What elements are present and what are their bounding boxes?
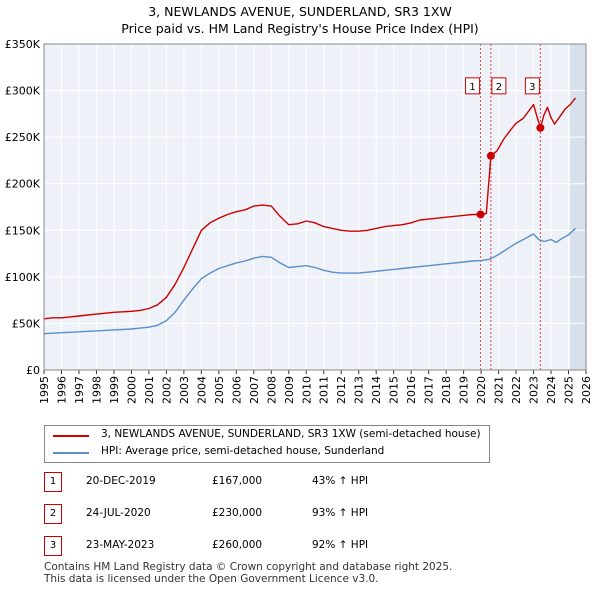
sale-point — [476, 210, 485, 219]
x-tick-label: 1996 — [55, 376, 68, 404]
chart-title: 3, NEWLANDS AVENUE, SUNDERLAND, SR3 1XW — [148, 4, 452, 19]
x-tick-label: 2013 — [353, 376, 366, 404]
sale-marker-label: 1 — [469, 82, 475, 93]
x-tick-label: 2023 — [528, 376, 541, 404]
y-tick-label: £300K — [5, 85, 41, 98]
x-tick-label: 1995 — [38, 376, 51, 404]
sale-marker-label: 3 — [529, 82, 535, 93]
x-tick-label: 2024 — [545, 376, 558, 404]
series-line — [43, 227, 576, 335]
sale-badge: 1 — [44, 472, 62, 492]
x-tick-label: 2007 — [248, 376, 261, 404]
legend: 3, NEWLANDS AVENUE, SUNDERLAND, SR3 1XW … — [44, 425, 490, 463]
y-tick-label: £250K — [5, 131, 41, 144]
sale-price: £260,000 — [212, 539, 263, 551]
sale-date: 24-JUL-2020 — [86, 507, 151, 519]
sale-hpi-change: 92% ↑ HPI — [312, 539, 369, 551]
sale-hpi-change: 43% ↑ HPI — [312, 475, 369, 487]
sale-marker-box — [524, 77, 540, 95]
x-tick-label: 2017 — [423, 376, 436, 404]
y-tick-label: £200K — [5, 178, 41, 191]
footer-copyright: Contains HM Land Registry data © Crown c… — [44, 561, 453, 573]
x-tick-label: 2016 — [405, 376, 418, 404]
price-chart: 1995 1996 1997 1998 1999 2000 2001 2002 2003 2004… — [5, 38, 593, 404]
x-tick-label: 2003 — [178, 376, 191, 404]
sale-price: £230,000 — [212, 507, 263, 519]
y-tick-label: £350K — [5, 38, 41, 51]
x-tick-label: 2014 — [370, 376, 383, 404]
y-tick-label: £50K — [12, 317, 41, 330]
x-tick-label: 2025 — [563, 376, 576, 404]
series-line — [43, 97, 577, 320]
x-tick-label: 2018 — [440, 376, 453, 404]
sale-price: £167,000 — [212, 475, 263, 487]
x-tick-label: 2005 — [213, 376, 226, 404]
x-tick-label: 2004 — [195, 376, 208, 404]
legend-label-property: 3, NEWLANDS AVENUE, SUNDERLAND, SR3 1XW … — [101, 428, 481, 440]
y-tick-label: £0 — [26, 364, 40, 377]
x-tick-label: 2012 — [335, 376, 348, 404]
legend-swatch-property — [53, 435, 89, 437]
plot-area — [44, 44, 586, 370]
x-tick-label: 2022 — [510, 376, 523, 404]
sale-date: 20-DEC-2019 — [86, 475, 156, 487]
y-tick-label: £150K — [5, 224, 41, 237]
x-tick-label: 1997 — [73, 376, 86, 404]
sale-marker-label: 2 — [496, 82, 502, 93]
sale-badge: 3 — [44, 536, 62, 556]
x-tick-label: 2000 — [125, 376, 138, 404]
y-tick-label: £100K — [5, 271, 41, 284]
x-tick-label: 2001 — [143, 376, 156, 404]
sale-badge: 2 — [44, 504, 62, 524]
sale-point — [536, 123, 545, 132]
x-tick-label: 2015 — [388, 376, 401, 404]
sale-hpi-change: 93% ↑ HPI — [312, 507, 369, 519]
x-tick-label: 2026 — [580, 376, 593, 404]
sale-marker-box — [491, 77, 507, 95]
x-tick-label: 2009 — [283, 376, 296, 404]
x-tick-label: 2010 — [300, 376, 313, 404]
x-tick-label: 1998 — [90, 376, 103, 404]
x-tick-label: 2019 — [458, 376, 471, 404]
forecast-shade — [570, 44, 586, 370]
legend-label-hpi: HPI: Average price, semi-detached house,… — [101, 445, 385, 457]
sale-date: 23-MAY-2023 — [86, 539, 155, 551]
footer-licence: This data is licensed under the Open Gov… — [44, 573, 379, 585]
chart-subtitle: Price paid vs. HM Land Registry's House … — [121, 21, 479, 36]
x-tick-label: 2006 — [230, 376, 243, 404]
x-tick-label: 2011 — [318, 376, 331, 404]
x-tick-label: 2002 — [160, 376, 173, 404]
sale-marker-box — [465, 77, 481, 95]
x-tick-label: 2008 — [265, 376, 278, 404]
legend-swatch-hpi — [53, 452, 89, 454]
x-tick-label: 2020 — [475, 376, 488, 404]
footer: Contains HM Land Registry data © Crown c… — [44, 561, 452, 585]
plot-border — [43, 43, 587, 371]
x-tick-label: 2021 — [493, 376, 506, 404]
x-tick-label: 1999 — [108, 376, 121, 404]
sale-point — [486, 151, 495, 160]
